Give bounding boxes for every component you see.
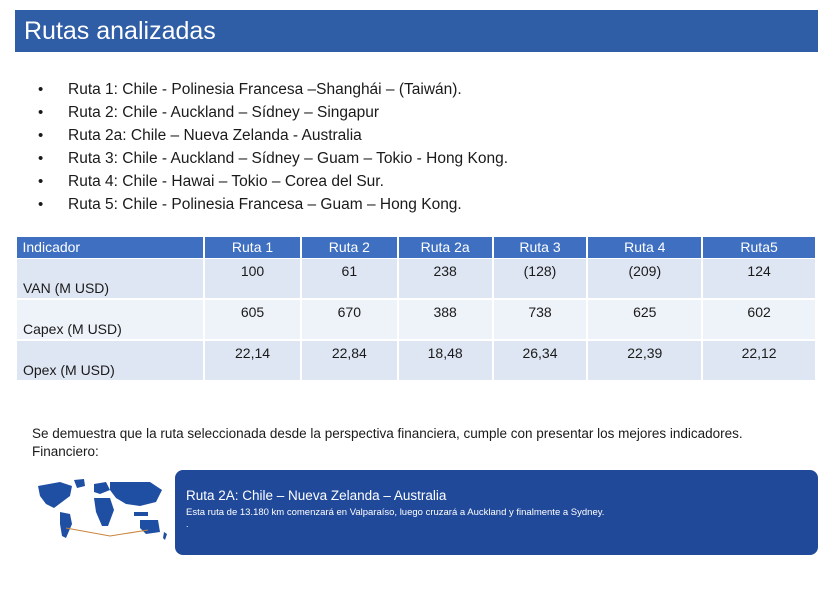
table-cell: (128) (492, 257, 589, 300)
indicators-table: Indicador Ruta 1 Ruta 2 Ruta 2a Ruta 3 R… (16, 237, 817, 382)
route-item-4: Ruta 4: Chile - Hawai – Tokio – Corea de… (38, 170, 798, 193)
header-indicador: Indicador (16, 237, 206, 258)
table-row-van: VAN (M USD) 100 61 238 (128) (209) 124 (16, 257, 817, 300)
header-ruta-2a: Ruta 2a (397, 237, 494, 258)
table-cell: 388 (397, 298, 494, 341)
route-item-5: Ruta 5: Chile - Polinesia Francesa – Gua… (38, 193, 798, 216)
table-cell: 22,12 (701, 339, 817, 382)
header-ruta-5: Ruta5 (702, 237, 817, 258)
table-cell: 670 (300, 298, 399, 341)
table-cell: 124 (701, 257, 817, 300)
route-item-1: Ruta 1: Chile - Polinesia Francesa –Shan… (38, 78, 798, 101)
row-label: Capex (M USD) (16, 298, 206, 341)
table-cell: 605 (203, 298, 302, 341)
route-item-2: Ruta 2: Chile - Auckland – Sídney – Sing… (38, 101, 798, 124)
table-cell: 238 (397, 257, 494, 300)
header-ruta-2: Ruta 2 (300, 237, 399, 258)
table-cell: 22,14 (203, 339, 302, 382)
header-ruta-3: Ruta 3 (492, 237, 589, 258)
routes-list: Ruta 1: Chile - Polinesia Francesa –Shan… (38, 78, 798, 216)
selected-route-dot: . (186, 519, 189, 529)
table-cell: 625 (586, 298, 704, 341)
table-cell: 18,48 (397, 339, 494, 382)
world-map-image (38, 479, 167, 540)
table-cell: 22,84 (300, 339, 399, 382)
conclusion-line-1: Se demuestra que la ruta seleccionada de… (32, 426, 743, 441)
row-label: VAN (M USD) (16, 257, 206, 300)
header-ruta-1: Ruta 1 (204, 237, 302, 258)
selected-route-box: Ruta 2A: Chile – Nueva Zelanda – Austral… (175, 470, 818, 555)
row-label: Opex (M USD) (16, 339, 206, 382)
table-cell: 100 (203, 257, 302, 300)
conclusion-line-2: Financiero: (32, 444, 99, 459)
selected-route-description: Esta ruta de 13.180 km comenzará en Valp… (186, 507, 605, 518)
conclusion-text: Se demuestra que la ruta seleccionada de… (32, 425, 822, 461)
route-item-3: Ruta 3: Chile - Auckland – Sídney – Guam… (38, 147, 798, 170)
route-item-2a: Ruta 2a: Chile – Nueva Zelanda - Austral… (38, 124, 798, 147)
table-row-capex: Capex (M USD) 605 670 388 738 625 602 (16, 298, 817, 341)
table-cell: 22,39 (586, 339, 704, 382)
table-cell: 738 (492, 298, 589, 341)
table-cell: 602 (701, 298, 817, 341)
table-cell: 26,34 (492, 339, 589, 382)
slide-title: Rutas analizadas (15, 10, 818, 52)
header-ruta-4: Ruta 4 (587, 237, 704, 258)
table-cell: 61 (300, 257, 399, 300)
table-row-opex: Opex (M USD) 22,14 22,84 18,48 26,34 22,… (16, 339, 817, 382)
selected-route-title: Ruta 2A: Chile – Nueva Zelanda – Austral… (186, 488, 447, 503)
table-header-row: Indicador Ruta 1 Ruta 2 Ruta 2a Ruta 3 R… (16, 237, 817, 258)
table-cell: (209) (586, 257, 704, 300)
